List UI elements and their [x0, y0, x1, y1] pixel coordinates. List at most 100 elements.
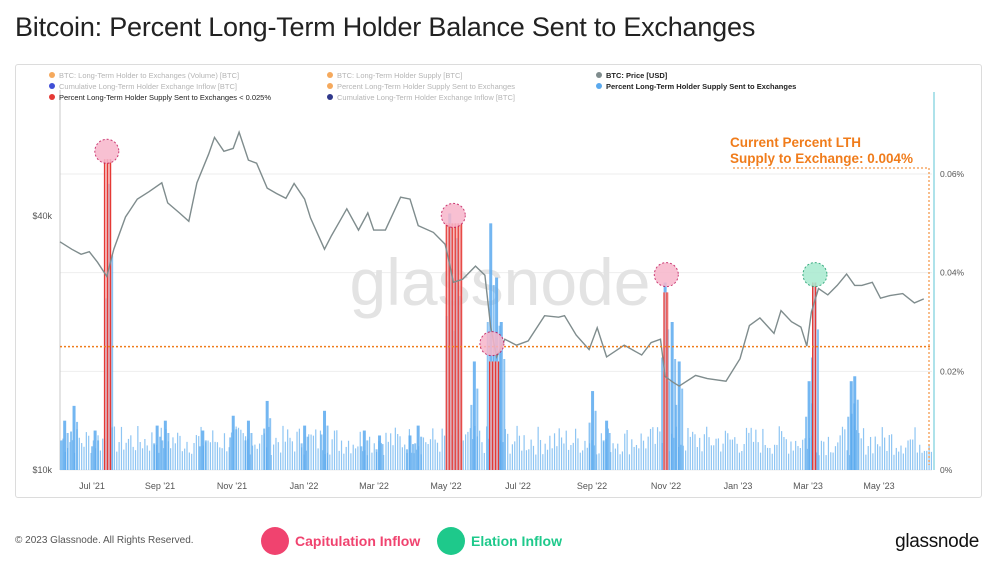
brand-logo: glassnode	[895, 531, 979, 552]
bar	[209, 442, 212, 470]
bar	[841, 426, 844, 470]
bar	[865, 454, 867, 470]
bar	[720, 451, 722, 470]
bar	[305, 450, 307, 470]
spike-bar	[70, 431, 73, 470]
bar	[116, 451, 118, 470]
bar	[390, 433, 392, 470]
spike-bar	[499, 322, 503, 470]
bar	[743, 444, 745, 470]
bar	[81, 443, 83, 470]
bar	[537, 426, 539, 470]
bar	[78, 437, 80, 470]
bar	[654, 443, 656, 470]
x-tick-label: Jul '21	[79, 481, 105, 491]
bar	[146, 445, 148, 470]
bar	[181, 451, 183, 470]
annotation-line2: Supply to Exchange: 0.004%	[730, 151, 913, 166]
bar	[902, 453, 904, 470]
spike-bar	[201, 430, 205, 470]
bar	[701, 451, 703, 470]
bar	[523, 435, 525, 470]
spike-bar	[362, 430, 366, 470]
bar	[472, 439, 474, 470]
spike-bar	[320, 434, 323, 470]
bar	[647, 436, 649, 470]
bar	[132, 446, 134, 470]
spike-bar	[244, 440, 247, 470]
bar	[322, 450, 324, 470]
bar	[462, 440, 464, 470]
red-band	[663, 292, 669, 470]
bar	[331, 439, 333, 470]
y-right-tick-label: 0.06%	[940, 169, 965, 179]
capitulation-label: Capitulation Inflow	[295, 533, 421, 549]
bar	[926, 450, 928, 470]
bar	[734, 437, 736, 470]
bar	[551, 448, 553, 470]
bar	[656, 427, 659, 470]
spike-bar	[381, 444, 384, 470]
bar	[464, 434, 467, 470]
bar	[916, 452, 918, 470]
bar	[802, 439, 804, 470]
bar	[429, 439, 432, 470]
spike-bar	[269, 418, 272, 470]
bar	[186, 441, 188, 470]
spike-bar	[476, 388, 479, 470]
spike-bar	[167, 433, 170, 470]
x-tick-label: Jul '22	[505, 481, 531, 491]
bar	[179, 435, 181, 470]
bar	[88, 435, 90, 470]
bar	[289, 437, 291, 470]
bar	[539, 439, 542, 470]
bar	[596, 454, 598, 470]
bar	[188, 452, 190, 470]
x-tick-label: Nov '22	[651, 481, 681, 491]
bar	[884, 437, 886, 470]
bar	[207, 440, 209, 470]
x-tick-label: May '22	[430, 481, 461, 491]
bar	[748, 432, 750, 470]
bar	[736, 443, 738, 470]
bar	[785, 439, 787, 470]
bar	[261, 434, 263, 470]
bar	[795, 440, 797, 470]
spike-bar	[805, 416, 808, 470]
bar	[432, 428, 434, 470]
bar	[258, 443, 261, 470]
bar	[413, 453, 415, 470]
bar	[722, 443, 724, 470]
annotation-line1: Current Percent LTH	[730, 135, 861, 150]
bar	[237, 427, 240, 470]
bar	[745, 427, 748, 470]
legend-dot	[49, 72, 55, 78]
spike-bar	[486, 322, 489, 470]
bar	[713, 445, 715, 470]
bar	[291, 441, 293, 470]
bar	[724, 430, 727, 470]
bar	[848, 455, 851, 470]
legend-label: BTC: Long-Term Holder to Exchanges (Volu…	[59, 71, 239, 80]
bar	[481, 442, 483, 470]
bar	[113, 426, 116, 470]
bar	[804, 438, 806, 470]
capitulation-marker	[653, 262, 679, 288]
y-right-tick-label: 0.04%	[940, 268, 965, 278]
bar	[905, 447, 907, 470]
bar	[151, 432, 153, 470]
bar	[575, 428, 577, 470]
legend-dot	[49, 94, 55, 100]
bar	[71, 440, 73, 470]
bar	[876, 444, 879, 470]
bar	[90, 452, 92, 470]
spike-bar	[159, 436, 162, 470]
bar	[507, 433, 509, 470]
legend-dot	[596, 83, 602, 89]
spike-bar	[306, 436, 309, 470]
bar	[256, 448, 258, 470]
spike-bar	[250, 433, 253, 470]
price-line	[59, 129, 925, 387]
bar	[383, 454, 385, 470]
bar	[436, 442, 439, 470]
